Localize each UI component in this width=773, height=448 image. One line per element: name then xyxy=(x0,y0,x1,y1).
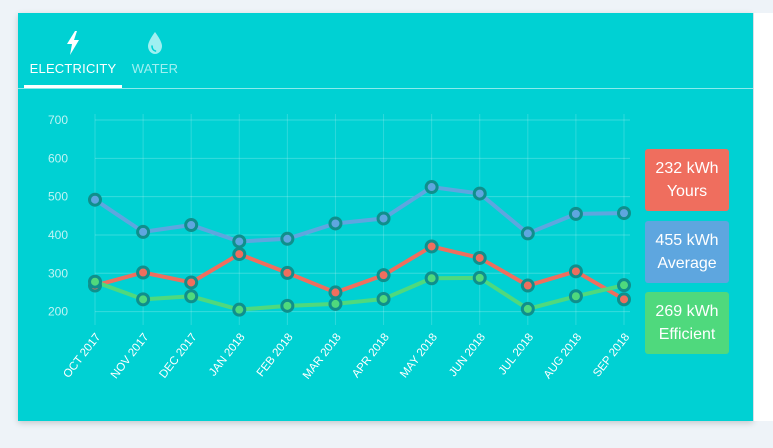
data-point-efficient xyxy=(328,296,343,311)
data-point-average xyxy=(424,180,439,195)
x-tick-label: JUL 2018 xyxy=(497,331,537,377)
data-point-yours xyxy=(520,278,535,293)
bolt-icon xyxy=(67,31,79,55)
tab-electricity-label: ELECTRICITY xyxy=(29,61,117,76)
x-tick-label: MAR 2018 xyxy=(301,331,344,381)
data-point-efficient xyxy=(88,274,102,289)
y-tick-label: 700 xyxy=(48,113,68,127)
tab-electricity[interactable]: ELECTRICITY xyxy=(24,13,122,88)
water-drop-icon xyxy=(148,32,162,54)
data-point-efficient xyxy=(280,298,295,313)
data-point-average xyxy=(136,224,151,239)
data-point-efficient xyxy=(520,301,535,316)
legend-efficient-value: 269 kWh xyxy=(655,303,719,320)
data-point-average xyxy=(328,216,343,231)
data-point-yours xyxy=(472,250,487,265)
legend-average-label: Average xyxy=(657,255,717,272)
legend-yours: 232 kWh Yours xyxy=(645,149,729,211)
data-point-average xyxy=(472,186,487,201)
data-point-efficient xyxy=(232,302,247,317)
x-tick-label: OCT 2017 xyxy=(61,331,103,380)
y-tick-label: 300 xyxy=(48,266,68,280)
usage-card: ELECTRICITY WATER 200 300 400 500 600 700 OCT … xyxy=(18,13,753,421)
data-point-efficient xyxy=(472,270,487,285)
x-tick-label: DEC 2017 xyxy=(157,331,199,380)
data-point-yours xyxy=(232,247,247,262)
legend-yours-value: 232 kWh xyxy=(655,160,719,177)
side-panel-edge xyxy=(753,13,773,421)
data-point-yours xyxy=(136,265,151,280)
y-tick-label: 600 xyxy=(48,151,68,165)
data-point-efficient xyxy=(184,289,199,304)
data-point-average xyxy=(88,192,102,207)
data-point-average xyxy=(568,206,583,221)
data-point-average xyxy=(376,211,391,226)
data-point-efficient xyxy=(136,292,151,307)
data-point-efficient xyxy=(568,289,583,304)
data-point-average xyxy=(184,217,199,232)
data-point-efficient xyxy=(424,271,439,286)
data-point-average xyxy=(520,226,535,241)
x-tick-label: FEB 2018 xyxy=(255,331,296,379)
y-tick-label: 400 xyxy=(48,228,68,242)
x-tick-label: SEP 2018 xyxy=(591,331,632,379)
x-tick-label: JUN 2018 xyxy=(447,331,488,379)
data-point-efficient xyxy=(617,278,631,293)
data-point-yours xyxy=(424,239,439,254)
tab-water[interactable]: WATER xyxy=(126,13,184,87)
y-tick-label: 500 xyxy=(48,190,68,204)
series-line-yours xyxy=(93,244,626,302)
y-tick-label: 200 xyxy=(48,305,68,319)
legend-efficient: 269 kWh Efficient xyxy=(645,292,729,354)
series-line-efficient xyxy=(93,275,626,312)
data-point-yours xyxy=(184,275,199,290)
data-point-yours xyxy=(280,265,295,280)
x-tick-label: APR 2018 xyxy=(350,331,392,380)
x-tick-label: AUG 2018 xyxy=(542,331,585,381)
data-point-yours xyxy=(328,285,343,300)
series-line-average xyxy=(93,185,626,244)
data-point-average xyxy=(232,234,247,249)
x-tick-label: JAN 2018 xyxy=(207,331,248,378)
data-point-yours xyxy=(376,268,391,283)
data-point-yours xyxy=(617,292,631,307)
x-tick-label: MAY 2018 xyxy=(398,331,440,380)
utility-tabs: ELECTRICITY WATER xyxy=(18,13,753,89)
legend-efficient-label: Efficient xyxy=(658,326,716,343)
tab-divider xyxy=(18,88,753,89)
data-point-average xyxy=(280,231,295,246)
tab-water-label: WATER xyxy=(131,61,179,76)
data-point-yours xyxy=(568,264,583,279)
data-point-average xyxy=(617,206,631,221)
x-tick-label: NOV 2017 xyxy=(109,331,152,381)
usage-line-chart: 200 300 400 500 600 700 OCT 2017 NOV 2017 DEC 20… xyxy=(48,113,632,382)
legend-average-value: 455 kWh xyxy=(655,232,719,249)
legend-yours-label: Yours xyxy=(666,183,708,200)
legend-average: 455 kWh Average xyxy=(645,221,729,283)
data-point-efficient xyxy=(376,291,391,306)
